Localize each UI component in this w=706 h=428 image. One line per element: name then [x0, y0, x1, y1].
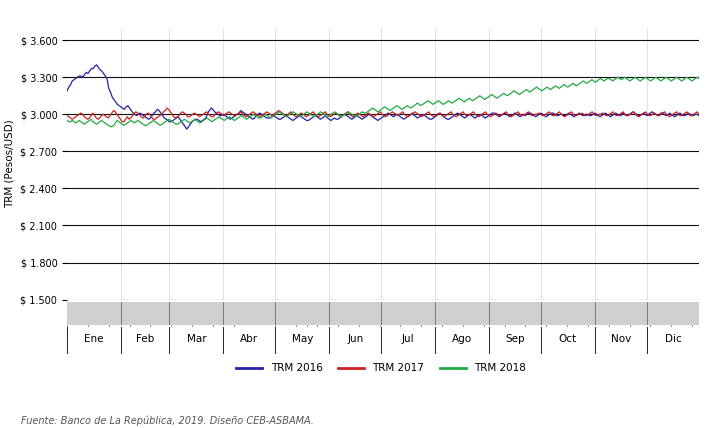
Text: Oct: Oct [559, 334, 577, 345]
Text: Nov: Nov [611, 334, 631, 345]
Text: Ene: Ene [84, 334, 104, 345]
Text: Mar: Mar [186, 334, 206, 345]
Text: Dic: Dic [665, 334, 682, 345]
Text: Sep: Sep [505, 334, 525, 345]
Y-axis label: TRM (Pesos/USD): TRM (Pesos/USD) [5, 119, 15, 208]
Text: Fuente: Banco de La República, 2019. Diseño CEB-ASBAMA.: Fuente: Banco de La República, 2019. Dis… [21, 415, 314, 426]
Text: Ago: Ago [452, 334, 472, 345]
Text: Abr: Abr [240, 334, 258, 345]
Text: May: May [292, 334, 313, 345]
Text: Feb: Feb [136, 334, 155, 345]
Legend: TRM 2016, TRM 2017, TRM 2018: TRM 2016, TRM 2017, TRM 2018 [237, 363, 526, 374]
Text: Jun: Jun [347, 334, 364, 345]
Text: Jul: Jul [402, 334, 414, 345]
